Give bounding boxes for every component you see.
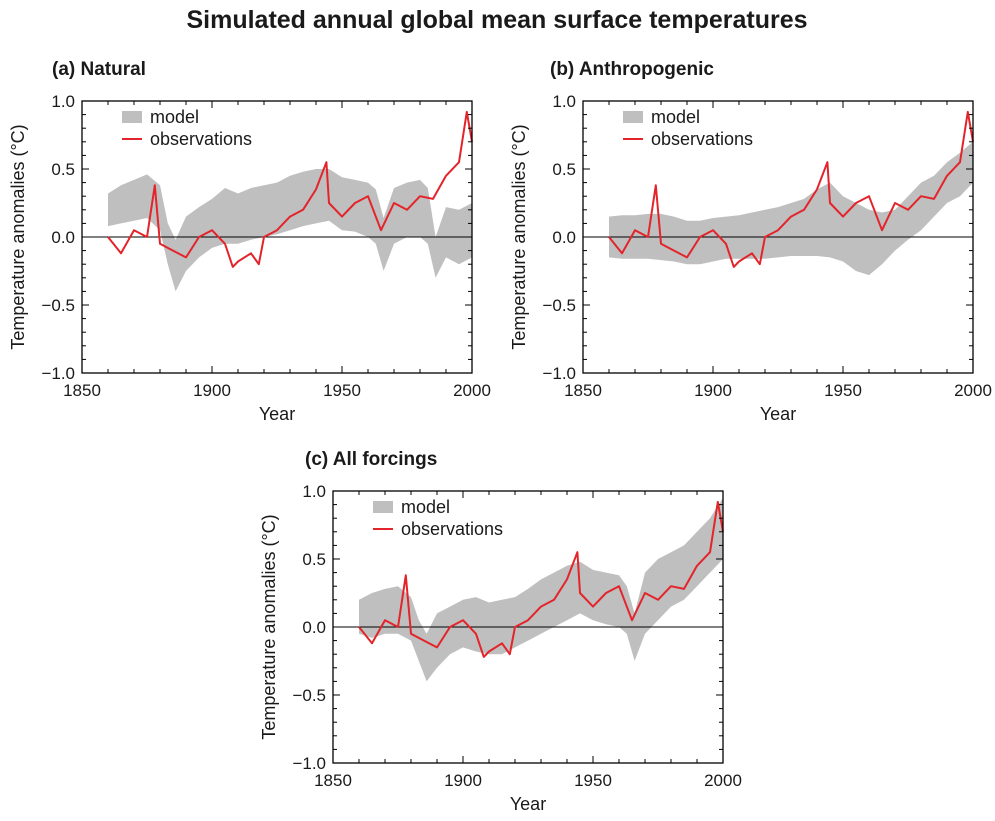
x-tick-label: 1850	[564, 381, 602, 400]
y-axis-label: Temperature anomalies (°C)	[8, 124, 28, 349]
chart-panel-1: (a) Natural 1850 1900 1950 2000 1.0 0.5 0.0 −0.5…	[8, 59, 491, 424]
x-tick-label: 1900	[444, 771, 482, 790]
y-tick-label: 0.0	[302, 618, 326, 637]
y-tick-label: 0.0	[51, 228, 75, 247]
x-tick-label: 1900	[193, 381, 231, 400]
legend-observations-label: observations	[150, 129, 252, 149]
observations-line	[107, 110, 473, 268]
legend-model-label: model	[401, 497, 450, 517]
observations-line	[608, 110, 974, 268]
y-axis-label: Temperature anomalies (°C)	[509, 124, 529, 349]
model-range-band	[359, 497, 723, 682]
chart-panel-2: (b) Anthropogenic 1850 1900 1950 2000 1.0 0.5 0…	[509, 59, 992, 424]
y-tick-label: 0.5	[302, 550, 326, 569]
x-tick-label: 1850	[63, 381, 101, 400]
legend-model-label: model	[651, 107, 700, 127]
legend-observations-label: observations	[401, 519, 503, 539]
legend-model-swatch	[122, 111, 142, 123]
x-tick-label: 1850	[314, 771, 352, 790]
x-tick-label: 1950	[323, 381, 361, 400]
chart-panel-3: (c) All forcings 1850 1900 1950 2000 1.0 0.5 0.…	[259, 449, 742, 814]
x-axis-label: Year	[760, 404, 796, 424]
y-tick-label: 0.0	[552, 228, 576, 247]
y-tick-label: −0.5	[292, 686, 326, 705]
model-range-band	[108, 169, 472, 292]
legend-model-label: model	[150, 107, 199, 127]
x-tick-label: 2000	[704, 771, 742, 790]
legend-model-swatch	[623, 111, 643, 123]
y-tick-label: −1.0	[292, 754, 326, 773]
panel-label: (b) Anthropogenic	[550, 59, 714, 80]
y-tick-label: 1.0	[51, 92, 75, 111]
y-tick-label: −1.0	[542, 364, 576, 383]
x-axis-label: Year	[510, 794, 546, 814]
y-axis-label: Temperature anomalies (°C)	[259, 514, 279, 739]
x-tick-label: 2000	[954, 381, 992, 400]
x-tick-label: 2000	[453, 381, 491, 400]
x-tick-label: 1950	[574, 771, 612, 790]
chart-panels: (a) Natural 1850 1900 1950 2000 1.0 0.5 0.0 −0.5…	[8, 59, 992, 814]
model-range-band	[609, 141, 973, 276]
observations-line	[358, 500, 724, 658]
y-tick-label: 0.5	[552, 160, 576, 179]
y-tick-label: −1.0	[41, 364, 75, 383]
y-tick-label: −0.5	[542, 296, 576, 315]
panel-label: (c) All forcings	[305, 449, 437, 470]
legend-observations-label: observations	[651, 129, 753, 149]
figure-title: Simulated annual global mean surface tem…	[186, 6, 807, 34]
y-tick-label: 1.0	[302, 482, 326, 501]
x-axis-label: Year	[259, 404, 295, 424]
y-tick-label: 0.5	[51, 160, 75, 179]
panel-label: (a) Natural	[52, 59, 146, 80]
y-tick-label: −0.5	[41, 296, 75, 315]
x-tick-label: 1900	[694, 381, 732, 400]
legend-model-swatch	[373, 501, 393, 513]
x-tick-label: 1950	[824, 381, 862, 400]
y-tick-label: 1.0	[552, 92, 576, 111]
